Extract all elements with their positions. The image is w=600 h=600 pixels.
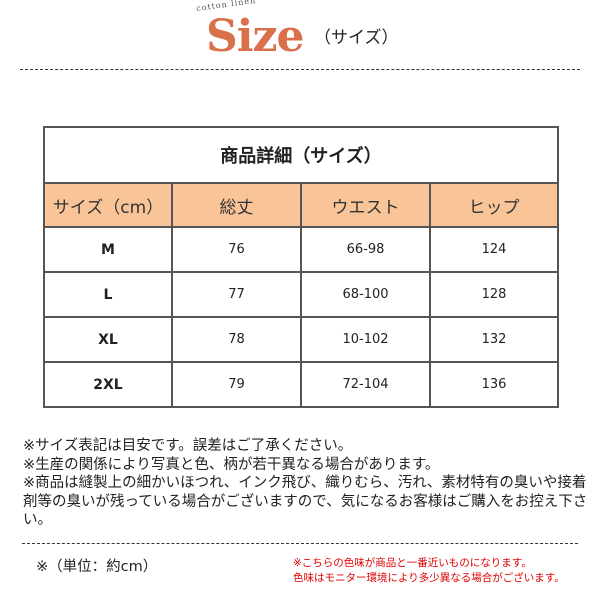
hip-cell: 136 (428, 361, 560, 408)
color-note: ※こちらの色味が商品と一番近いものになります。 (293, 557, 532, 569)
column-header: ヒップ (428, 182, 560, 228)
hip-cell: 132 (428, 316, 560, 363)
color-note: 色味はモニター環境により多少異なる場合がございます。 (293, 572, 565, 584)
table-title: 商品詳細（サイズ） (42, 126, 560, 184)
divider (20, 69, 580, 70)
waist-cell: 10-102 (300, 316, 431, 363)
color-notes: ※こちらの色味が商品と一番近いものになります。 色味はモニター環境により多少異な… (293, 556, 565, 586)
divider (22, 543, 578, 544)
notes: ※サイズ表記は目安です。誤差はご了承ください。 ※生産の関係により写真と色、柄が… (23, 437, 593, 530)
note: ※生産の関係により写真と色、柄が若干異なる場合があります。 (23, 456, 440, 473)
waist-cell: 66-98 (300, 226, 431, 273)
column-header: 総丈 (171, 182, 302, 228)
table-header-row: サイズ（cm） 総丈 ウエスト ヒップ (43, 182, 560, 228)
page-title-suffix: （サイズ） (314, 28, 399, 48)
size-cell: M (43, 226, 173, 273)
column-header: サイズ（cm） (43, 182, 173, 228)
column-header: ウエスト (300, 182, 431, 228)
size-cell: 2XL (43, 361, 173, 408)
size-table: 商品詳細（サイズ） サイズ（cm） 総丈 ウエスト ヒップ M 76 66-98… (42, 126, 560, 408)
note: ※商品は縫製上の細かいほつれ、インク飛び、織りむら、汚れ、素材特有の臭いや接着剤… (23, 475, 588, 528)
length-cell: 76 (171, 226, 302, 273)
table-row: L 77 68-100 128 (43, 271, 560, 318)
table-row: XL 78 10-102 132 (43, 316, 560, 363)
waist-cell: 68-100 (300, 271, 431, 318)
length-cell: 79 (171, 361, 302, 408)
hip-cell: 124 (428, 226, 560, 273)
table-row: M 76 66-98 124 (43, 226, 560, 273)
waist-cell: 72-104 (300, 361, 431, 408)
hip-cell: 128 (428, 271, 560, 318)
size-cell: XL (43, 316, 173, 363)
length-cell: 77 (171, 271, 302, 318)
length-cell: 78 (171, 316, 302, 363)
logo-text: Size (206, 11, 304, 62)
table-row: 2XL 79 72-104 136 (43, 361, 560, 408)
unit-note: ※（単位：約cm） (36, 559, 158, 575)
note: ※サイズ表記は目安です。誤差はご了承ください。 (23, 438, 353, 454)
size-cell: L (43, 271, 173, 318)
